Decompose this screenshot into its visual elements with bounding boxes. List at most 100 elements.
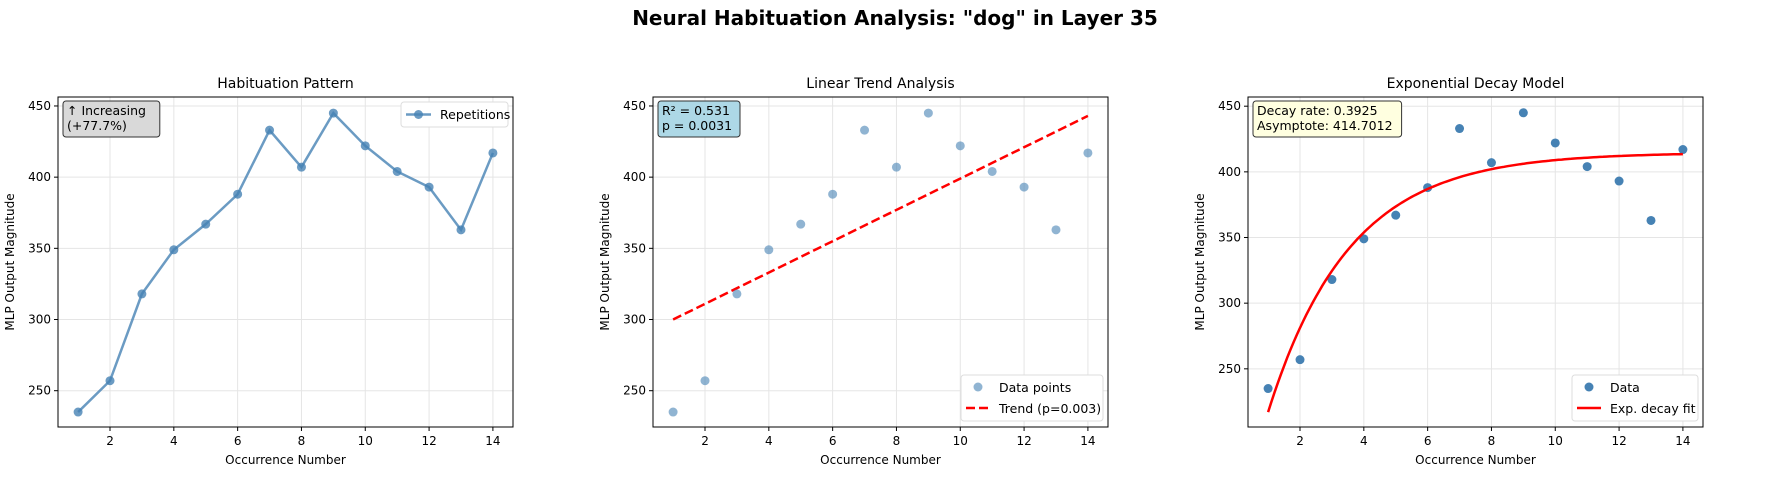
x-tick-label: 8 bbox=[893, 434, 901, 448]
x-tick-label: 10 bbox=[358, 434, 373, 448]
subplot-title: Habituation Pattern bbox=[217, 76, 353, 92]
data-point bbox=[700, 376, 710, 386]
data-point bbox=[732, 289, 742, 299]
y-tick-label: 250 bbox=[28, 384, 51, 398]
data-point bbox=[668, 407, 678, 417]
axes-frame bbox=[57, 96, 514, 428]
y-tick-label: 400 bbox=[623, 170, 646, 184]
annotation-text: Decay rate: 0.3925 bbox=[1257, 103, 1378, 118]
annotation-box bbox=[1252, 100, 1403, 138]
data-point bbox=[891, 162, 901, 172]
trend-line bbox=[672, 114, 1089, 321]
y-axis-label: MLP Output Magnitude bbox=[1193, 193, 1207, 330]
x-tick-label: 8 bbox=[298, 434, 306, 448]
subplot-2: 2 4 6 8 10 12 14 250 300 350 400 450 Linear Trend An… bbox=[598, 76, 1109, 467]
legend-box bbox=[1571, 374, 1699, 422]
x-tick-label: 2 bbox=[106, 434, 114, 448]
y-tick-label: 300 bbox=[1218, 296, 1241, 310]
legend-box bbox=[960, 374, 1104, 422]
x-tick-label: 10 bbox=[1548, 434, 1563, 448]
plot-area bbox=[73, 108, 498, 417]
subplot-title: Exponential Decay Model bbox=[1387, 76, 1565, 92]
x-axis-label: Occurrence Number bbox=[1415, 453, 1536, 467]
x-tick-label: 4 bbox=[765, 434, 773, 448]
data-point bbox=[137, 289, 147, 299]
data-point bbox=[1359, 234, 1369, 244]
data-point bbox=[424, 182, 434, 192]
legend-box bbox=[400, 101, 509, 128]
axes-frame bbox=[1247, 96, 1704, 428]
data-point bbox=[265, 125, 275, 135]
y-tick-label: 450 bbox=[1218, 99, 1241, 113]
legend-label: Exp. decay fit bbox=[1610, 401, 1696, 416]
data-point bbox=[488, 148, 498, 158]
data-point bbox=[1518, 108, 1528, 118]
data-point bbox=[456, 225, 466, 235]
x-tick-label: 6 bbox=[234, 434, 242, 448]
data-point bbox=[1582, 162, 1592, 172]
annotation-text: (+77.7%) bbox=[67, 118, 127, 133]
legend-label: Repetitions bbox=[440, 107, 510, 122]
legend-label: Data points bbox=[999, 380, 1071, 395]
legend-marker bbox=[414, 110, 423, 119]
data-point bbox=[1051, 225, 1061, 235]
y-tick-label: 350 bbox=[623, 241, 646, 255]
data-point bbox=[1391, 210, 1401, 220]
data-point bbox=[1083, 148, 1093, 158]
data-point bbox=[201, 219, 211, 229]
data-point bbox=[1327, 275, 1337, 285]
data-point bbox=[1614, 176, 1624, 186]
plot-area bbox=[668, 108, 1093, 417]
data-point bbox=[360, 141, 370, 151]
data-point bbox=[328, 108, 338, 118]
series-line-repetitions bbox=[77, 111, 495, 413]
legend-label: Data bbox=[1610, 380, 1640, 395]
data-point bbox=[73, 407, 83, 417]
annotation-text: Asymptote: 414.7012 bbox=[1257, 118, 1393, 133]
x-tick-label: 2 bbox=[1296, 434, 1304, 448]
x-tick-label: 14 bbox=[1080, 434, 1095, 448]
annotation-box bbox=[657, 100, 741, 138]
x-axis-label: Occurrence Number bbox=[820, 453, 941, 467]
x-tick-label: 14 bbox=[485, 434, 500, 448]
annotation-box bbox=[62, 100, 161, 138]
data-point bbox=[1019, 182, 1029, 192]
x-tick-label: 10 bbox=[953, 434, 968, 448]
legend-marker bbox=[973, 382, 983, 392]
data-point bbox=[828, 189, 838, 199]
data-point bbox=[796, 219, 806, 229]
data-point bbox=[1486, 158, 1496, 168]
y-tick-label: 450 bbox=[623, 99, 646, 113]
x-tick-label: 8 bbox=[1488, 434, 1496, 448]
data-point bbox=[105, 376, 115, 386]
figure-suptitle: Neural Habituation Analysis: "dog" in La… bbox=[632, 6, 1158, 30]
plot-area bbox=[1263, 108, 1688, 413]
data-point bbox=[987, 166, 997, 176]
y-tick-label: 250 bbox=[623, 384, 646, 398]
x-axis-label: Occurrence Number bbox=[225, 453, 346, 467]
x-tick-label: 12 bbox=[421, 434, 436, 448]
y-tick-label: 250 bbox=[1218, 362, 1241, 376]
y-tick-label: 400 bbox=[28, 170, 51, 184]
annotation-text: R² = 0.531 bbox=[662, 103, 730, 118]
data-point bbox=[1263, 384, 1273, 394]
x-tick-label: 12 bbox=[1016, 434, 1031, 448]
x-tick-label: 14 bbox=[1675, 434, 1690, 448]
y-tick-label: 300 bbox=[623, 313, 646, 327]
x-tick-label: 6 bbox=[829, 434, 837, 448]
data-point bbox=[860, 125, 870, 135]
y-tick-label: 450 bbox=[28, 99, 51, 113]
data-point bbox=[233, 189, 243, 199]
data-point bbox=[296, 162, 306, 172]
y-tick-label: 400 bbox=[1218, 165, 1241, 179]
y-axis-label: MLP Output Magnitude bbox=[3, 193, 17, 330]
axes-frame bbox=[652, 96, 1109, 428]
x-tick-label: 2 bbox=[701, 434, 709, 448]
data-point bbox=[1678, 145, 1688, 155]
exp-decay-fit-curve bbox=[1266, 152, 1683, 413]
data-point bbox=[392, 166, 402, 176]
subplot-3: 2 4 6 8 10 12 14 250 300 350 400 450 Exponential Dec… bbox=[1193, 76, 1704, 467]
x-tick-label: 4 bbox=[170, 434, 178, 448]
